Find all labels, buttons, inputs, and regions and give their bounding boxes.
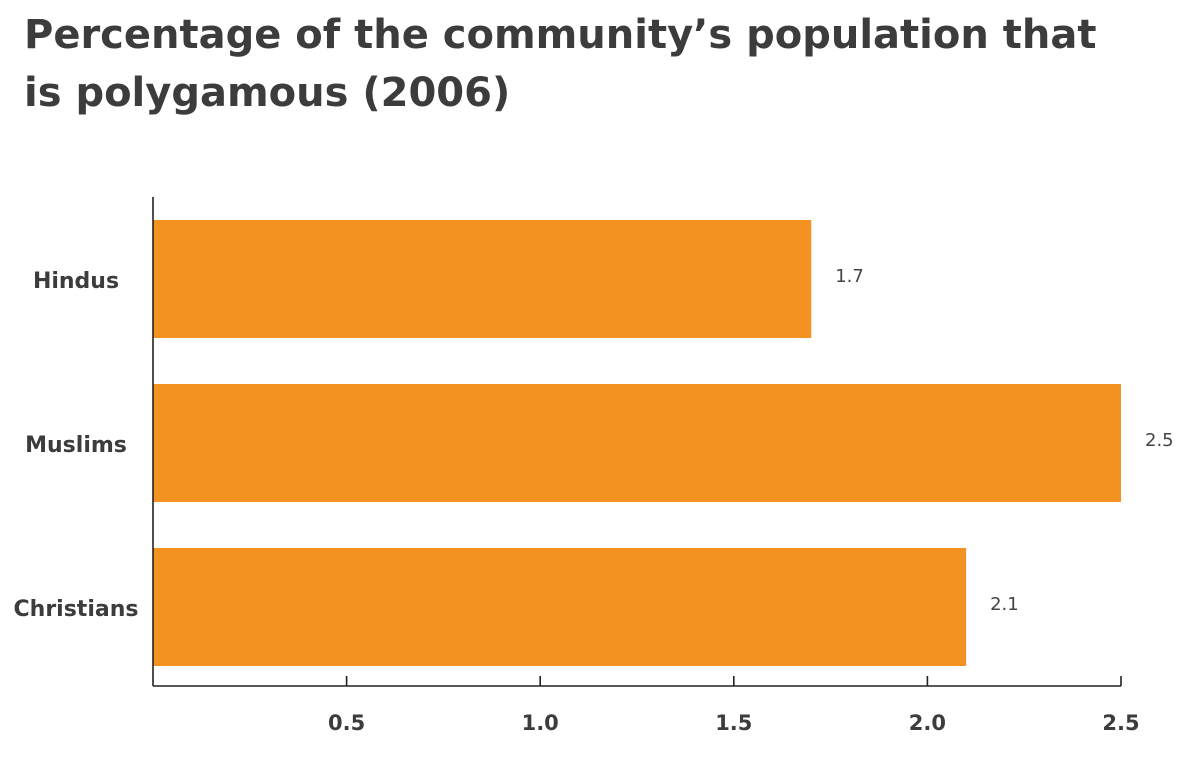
value-label-hindus: 1.7 [835, 266, 864, 287]
category-label-christians: Christians [14, 597, 139, 622]
x-tick-label: 2.5 [1102, 711, 1139, 735]
category-label-muslims: Muslims [25, 433, 127, 458]
bar-muslims [153, 384, 1121, 502]
x-ticks-layer [345, 676, 1122, 686]
value-label-christians: 2.1 [990, 594, 1019, 615]
x-tick-label: 0.5 [328, 711, 365, 735]
category-label-hindus: Hindus [33, 269, 119, 294]
value-labels-layer: 1.7 2.5 2.1 [835, 266, 1173, 615]
bar-hindus [153, 220, 812, 338]
bars-layer [153, 220, 1121, 666]
x-tick-label: 2.0 [909, 711, 946, 735]
value-label-muslims: 2.5 [1145, 430, 1174, 451]
chart-title: Percentage of the community’s population… [24, 12, 1097, 116]
x-tick-labels-layer: 0.5 1.0 1.5 2.0 2.5 [328, 711, 1140, 735]
x-tick-label: 1.0 [522, 711, 559, 735]
category-labels-layer: Hindus Muslims Christians [14, 269, 139, 622]
bar-christians [153, 548, 967, 666]
x-tick-label: 1.5 [715, 711, 752, 735]
